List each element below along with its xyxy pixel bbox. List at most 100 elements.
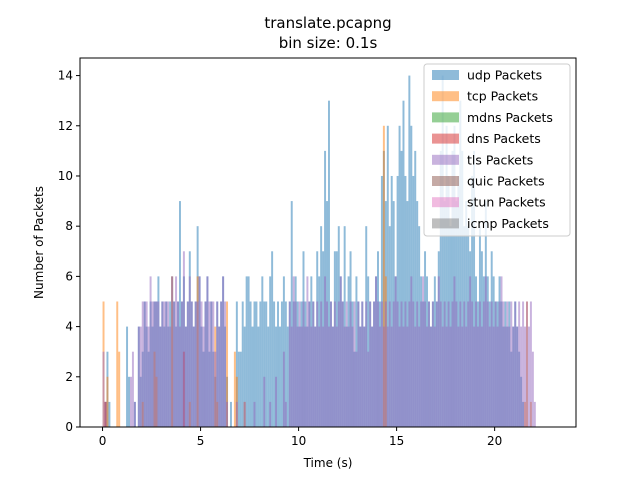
bar (427, 301, 430, 427)
bar (414, 326, 417, 427)
bar (529, 301, 532, 427)
bar (355, 351, 358, 427)
bar (504, 326, 507, 427)
legend-swatch (432, 91, 459, 102)
bar (520, 326, 523, 427)
y-tick-label: 12 (58, 119, 73, 133)
bar (302, 301, 305, 427)
bar (159, 326, 162, 427)
bar (345, 301, 348, 427)
legend-swatch (432, 218, 459, 229)
legend-swatch (432, 197, 459, 208)
bar (482, 301, 485, 427)
bar (194, 301, 197, 427)
bar (169, 326, 172, 427)
bar (435, 301, 438, 427)
bar (104, 401, 107, 427)
bar (118, 351, 121, 427)
bar (116, 301, 119, 427)
bar (157, 301, 160, 427)
bar (239, 351, 242, 427)
bar (180, 301, 183, 427)
bar (204, 301, 207, 427)
bar (398, 326, 401, 427)
bar (526, 301, 528, 427)
bar (218, 326, 221, 427)
chart-title: translate.pcapng (264, 14, 391, 32)
bar (143, 301, 146, 427)
bar (308, 301, 311, 427)
bar (273, 301, 276, 427)
bar (190, 301, 193, 427)
bar (322, 326, 325, 427)
legend-label: tls Packets (467, 152, 533, 167)
bar (220, 301, 223, 427)
bar (129, 376, 132, 427)
bar (259, 301, 262, 427)
bar (431, 301, 434, 427)
x-tick-label: 10 (291, 434, 306, 448)
bar (222, 276, 225, 427)
bar (400, 150, 403, 427)
bar (243, 401, 246, 427)
bar (212, 301, 215, 427)
bar (439, 301, 442, 427)
bar (396, 301, 399, 427)
bar (155, 301, 158, 427)
bar (137, 326, 140, 427)
bar (459, 100, 462, 428)
bar (102, 351, 105, 427)
bar (229, 401, 232, 427)
bar (149, 276, 152, 427)
bar (422, 276, 425, 427)
bar (386, 125, 389, 427)
bar (512, 326, 515, 427)
bar (443, 301, 446, 427)
bar (145, 301, 148, 427)
legend-swatch (432, 176, 459, 186)
chart-subtitle: bin size: 0.1s (279, 34, 378, 52)
bar (369, 301, 372, 427)
y-tick-label: 8 (65, 219, 73, 233)
bar (106, 376, 109, 427)
bar (328, 326, 330, 427)
bar (249, 301, 252, 427)
bar (318, 326, 321, 427)
bar (175, 276, 178, 427)
bar (475, 301, 477, 427)
legend-items: udp Packets tcp Packets mdns Packets dns Pa… (432, 68, 553, 231)
bar (433, 326, 436, 427)
bar (139, 326, 142, 427)
bar (133, 401, 136, 427)
bar (263, 301, 266, 427)
bar (382, 326, 385, 427)
bar (351, 326, 354, 427)
bar (402, 100, 405, 428)
bar (284, 401, 287, 427)
bar (329, 301, 332, 427)
bar (457, 175, 460, 427)
bar (245, 276, 248, 427)
bar (357, 301, 360, 427)
bar (412, 301, 415, 427)
bar (298, 301, 301, 427)
bar (437, 276, 440, 427)
bar (375, 276, 378, 427)
bar (292, 276, 295, 427)
y-axis-label: Number of Packets (32, 186, 46, 299)
bar (378, 326, 381, 427)
legend-swatch (432, 112, 459, 123)
bar (508, 326, 511, 427)
bar (382, 125, 385, 427)
bar (196, 301, 199, 427)
bar (253, 401, 256, 427)
bar (451, 150, 454, 427)
bar (108, 401, 111, 427)
bar (429, 326, 432, 427)
bar (275, 376, 278, 427)
bar (441, 326, 444, 427)
bar (463, 301, 466, 427)
bar (384, 301, 387, 427)
legend-swatch (432, 154, 459, 165)
